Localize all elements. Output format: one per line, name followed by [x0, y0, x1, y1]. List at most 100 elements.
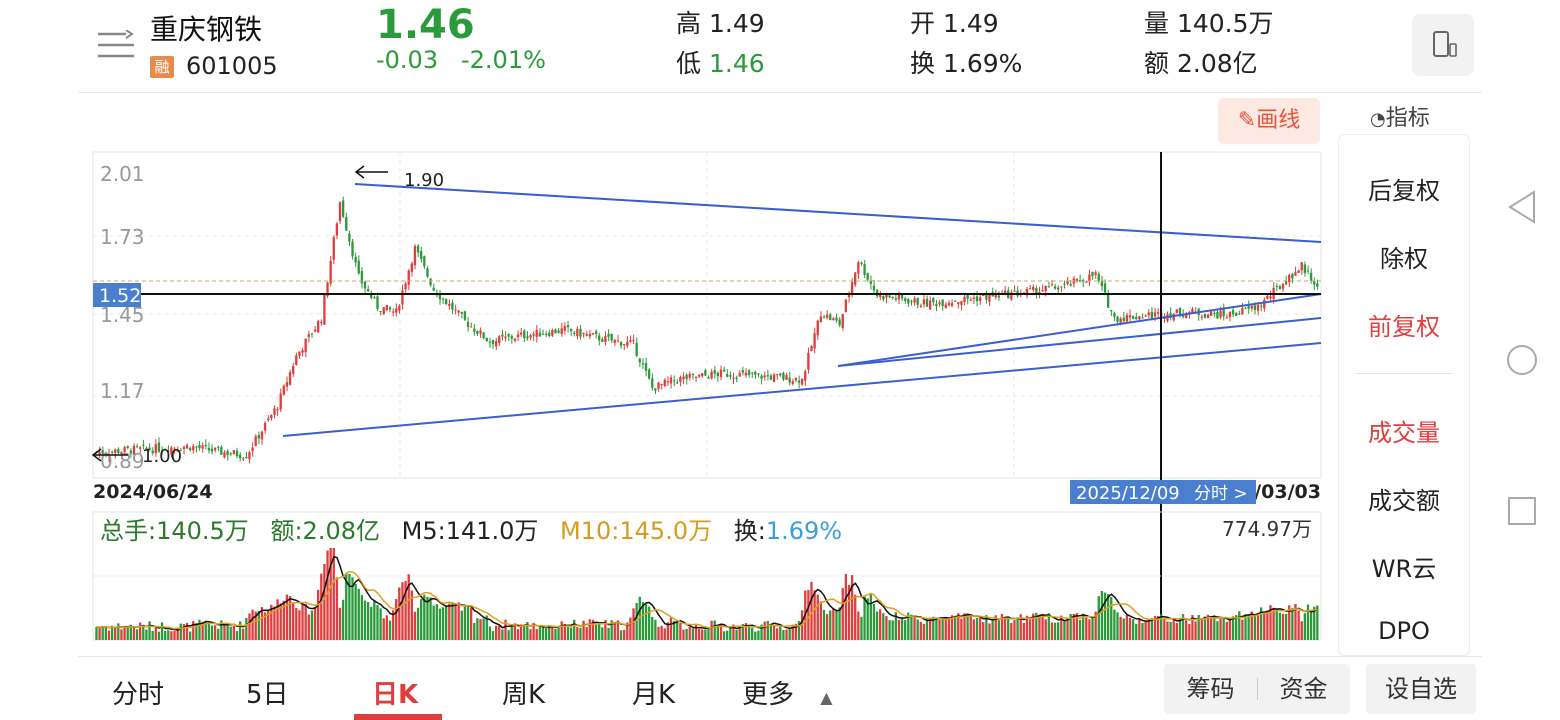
- cursor-date-tag[interactable]: [1070, 480, 1256, 504]
- volume-bar: [947, 618, 951, 640]
- candle-body: [850, 282, 854, 295]
- candle-body: [1028, 288, 1032, 290]
- candle-body: [1135, 316, 1138, 320]
- candle-body: [151, 450, 154, 453]
- candle-body: [1025, 289, 1029, 296]
- volume-bar: [301, 604, 304, 640]
- candle-body: [363, 281, 367, 289]
- recents-icon[interactable]: [1508, 497, 1536, 525]
- volume-bar: [494, 625, 498, 640]
- volume-bar: [1016, 617, 1019, 640]
- candle-body: [242, 458, 245, 460]
- volume-bar: [313, 607, 317, 640]
- volume-bar: [994, 615, 997, 640]
- y-axis-labels: 2.01 1.73 1.45 1.17 0.89: [100, 162, 145, 473]
- volume-bar: [510, 624, 513, 640]
- candle-body: [913, 298, 916, 303]
- candle-body: [588, 334, 591, 337]
- volume-bar: [448, 603, 451, 640]
- candle-body: [1300, 262, 1303, 271]
- candle-body: [1128, 315, 1132, 318]
- candle-body: [766, 375, 769, 377]
- volume-bar: [1053, 622, 1057, 640]
- candle-body: [897, 294, 901, 300]
- tab-monthly-k[interactable]: 月K: [632, 680, 676, 710]
- candle-body: [1172, 313, 1175, 321]
- funds-button[interactable]: 资金: [1279, 675, 1328, 703]
- volume-bar: [626, 622, 629, 640]
- indicator-button[interactable]: ◔指标: [1370, 106, 1430, 131]
- candle-body: [395, 308, 398, 313]
- volume-bar: [1088, 619, 1091, 640]
- volume-bar: [660, 625, 663, 640]
- candle-body: [960, 301, 963, 305]
- side-item-dpo[interactable]: DPO: [1378, 617, 1430, 645]
- volume-bar: [825, 614, 829, 640]
- candle-body: [1085, 281, 1088, 283]
- candle-body: [1303, 264, 1307, 274]
- volume-bar: [763, 621, 766, 640]
- volume-bar: [476, 618, 479, 640]
- volume-bar: [1110, 597, 1113, 640]
- volume-bar: [1206, 614, 1210, 640]
- volume-bar: [1131, 619, 1135, 640]
- volume-bar: [232, 625, 236, 640]
- candle-body: [1181, 315, 1185, 317]
- candle-body: [866, 273, 869, 280]
- draw-line-button[interactable]: ✎画线: [1218, 98, 1320, 144]
- candle-body: [335, 223, 339, 236]
- candle-body: [432, 287, 435, 291]
- candle-body: [1122, 317, 1125, 322]
- volume-bar: [719, 624, 723, 640]
- volume-bar: [610, 620, 613, 640]
- volume-bar: [195, 623, 198, 640]
- tab-fenshi[interactable]: 分时: [112, 680, 165, 710]
- volume-bar: [1234, 615, 1238, 640]
- volume-bar: [688, 627, 691, 640]
- side-item-amount[interactable]: 成交额: [1368, 487, 1440, 515]
- volume-bar: [1169, 621, 1172, 640]
- volume-bar: [1172, 618, 1175, 640]
- back-icon[interactable]: [1508, 190, 1535, 224]
- volume-bar: [395, 599, 398, 640]
- home-icon[interactable]: [1507, 345, 1537, 375]
- volume-bar: [101, 626, 104, 640]
- tab-weekly-k[interactable]: 周K: [502, 680, 546, 710]
- kline-chart[interactable]: 2.01 1.73 1.45 1.17 0.89 1.52 1.90 1.00 …: [0, 0, 1340, 656]
- candle-body: [1035, 288, 1038, 295]
- cursor-price-label: 1.52: [99, 285, 141, 307]
- side-item-qianfuquan[interactable]: 前复权: [1368, 313, 1440, 341]
- add-watchlist-button[interactable]: 设自选: [1366, 664, 1476, 714]
- candle-body: [288, 372, 292, 385]
- tab-more[interactable]: 更多 ▲: [742, 680, 833, 710]
- device-button[interactable]: [1412, 14, 1474, 76]
- volume-bar: [126, 626, 129, 640]
- menu-icon[interactable]: [98, 29, 134, 60]
- tab-5day[interactable]: 5日: [246, 680, 289, 710]
- chips-button[interactable]: 筹码: [1186, 675, 1235, 703]
- volume-bar: [838, 607, 841, 640]
- volume-bar: [779, 625, 782, 640]
- end-date: /03/03: [1254, 481, 1321, 503]
- high-annotation: 1.90: [354, 165, 444, 191]
- fenshi-hint[interactable]: 分时 >: [1194, 484, 1248, 504]
- side-item-volume[interactable]: 成交量: [1368, 419, 1440, 447]
- volume-bar: [204, 621, 207, 640]
- volume-bar: [173, 630, 176, 640]
- candle-body: [491, 340, 495, 345]
- side-item-chuquan[interactable]: 除权: [1380, 245, 1428, 273]
- candle-body: [460, 311, 463, 314]
- side-item-houfuquan[interactable]: 后复权: [1368, 177, 1440, 205]
- candle-body: [694, 377, 698, 379]
- side-item-wr[interactable]: WR云: [1371, 555, 1437, 583]
- tab-daily-k[interactable]: 日K: [372, 680, 419, 710]
- candle-body: [1294, 272, 1297, 276]
- volume-bar: [95, 627, 98, 640]
- volume-bar: [844, 573, 848, 640]
- candle-body: [632, 340, 635, 342]
- volume-bar: [975, 617, 979, 640]
- candle-body: [797, 380, 801, 383]
- volume-bar: [957, 613, 960, 640]
- gauge-icon: ◔: [1370, 109, 1386, 130]
- candle-body: [978, 297, 982, 302]
